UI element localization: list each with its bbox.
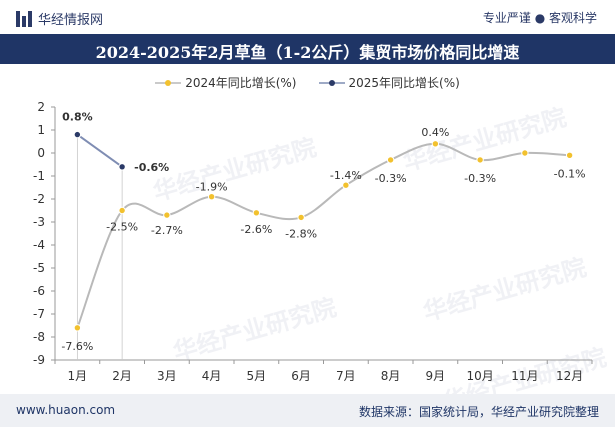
x-tick-label: 4月: [202, 369, 222, 383]
data-point-2024: [342, 181, 350, 189]
x-tick-label: 11月: [511, 369, 538, 383]
data-point-2024: [565, 151, 574, 160]
brand-name: 华经情报网: [38, 13, 104, 28]
data-label-2024: -2.8%: [285, 227, 317, 240]
data-label-2024: -1.9%: [196, 181, 228, 194]
data-point-2024: [207, 193, 216, 201]
legend-label-2024: 2024年同比增长(%): [185, 76, 297, 90]
legend-item-2024[interactable]: 2024年同比增长(%): [155, 74, 297, 91]
x-tick-label: 7月: [336, 369, 356, 383]
tagline: 专业严谨 ● 客观科学: [482, 11, 597, 25]
data-point-2024: [297, 213, 305, 222]
data-point-2025: [73, 130, 82, 139]
data-point-2025: [118, 163, 126, 171]
y-tick-label: -9: [33, 353, 45, 367]
y-tick-label: 2: [37, 100, 45, 114]
data-label-2024: -2.6%: [240, 223, 272, 236]
y-tick-label: -2: [33, 192, 45, 206]
data-point-2024: [386, 156, 395, 164]
x-tick-label: 1月: [68, 369, 88, 383]
chart-title: 2024-2025年2月草鱼（1-2公斤）集贸市场价格同比增速: [95, 43, 520, 62]
x-tick-label: 10月: [466, 369, 493, 383]
data-point-2024: [73, 324, 82, 332]
x-tick-label: 3月: [157, 369, 177, 383]
data-label-2025: -0.6%: [134, 161, 169, 174]
y-tick-label: -1: [33, 169, 45, 183]
y-tick-label: -6: [33, 284, 45, 298]
y-tick-label: -8: [33, 330, 45, 344]
data-point-2024: [431, 140, 440, 148]
x-tick-label: 12月: [556, 369, 583, 383]
series-line-2025: [76, 133, 123, 168]
y-tick-label: 1: [37, 123, 45, 137]
brand[interactable]: 华经情报网: [16, 9, 103, 28]
title-bar: 2024-2025年2月草鱼（1-2公斤）集贸市场价格同比增速: [0, 34, 615, 64]
x-tick-label: 9月: [426, 369, 446, 383]
y-tick-label: -4: [33, 238, 45, 252]
data-point-2024: [476, 156, 484, 164]
data-point-2024: [118, 206, 126, 215]
x-tick-label: 8月: [381, 369, 401, 383]
data-label-2024: -2.7%: [151, 224, 183, 237]
data-label-2024: -1.4%: [330, 169, 362, 182]
data-label-2024: -0.3%: [375, 172, 407, 185]
y-tick-label: -5: [33, 261, 45, 275]
footer-source: 数据来源：国家统计局，华经产业研究院整理: [358, 405, 599, 419]
legend-item-2025[interactable]: 2025年同比增长(%): [318, 74, 460, 91]
footer: www.huaon.com 数据来源：国家统计局，华经产业研究院整理: [0, 394, 615, 427]
y-tick-label: 0: [37, 146, 45, 160]
data-label-2024: -0.3%: [464, 172, 496, 185]
x-tick-label: 5月: [247, 369, 267, 383]
data-point-2024: [252, 209, 261, 217]
data-point-2024: [521, 149, 529, 157]
data-label-2024: -0.1%: [554, 167, 586, 180]
legend: 2024年同比增长(%) 2025年同比增长(%): [0, 74, 615, 91]
legend-label-2025: 2025年同比增长(%): [348, 76, 460, 90]
data-label-2024: -7.6%: [61, 340, 93, 353]
data-label-2024: 0.4%: [421, 126, 449, 139]
legend-marker-2024-icon: [155, 79, 182, 86]
legend-marker-2025-icon: [318, 79, 345, 86]
line-chart: 2 1 0 -1 -2 -3 -4 -5 -6 -7 -8 -9 1月 2月 3月 4月 5月 6月 7月 8月 9月 1…: [33, 100, 593, 383]
footer-url[interactable]: www.huaon.com: [16, 403, 116, 417]
x-tick-label: 6月: [291, 369, 311, 383]
top-bar: 华经情报网 专业严谨 ● 客观科学: [0, 0, 615, 34]
data-point-2024: [163, 211, 171, 219]
y-tick-label: -7: [33, 307, 45, 321]
data-label-2025: 0.8%: [62, 111, 93, 124]
brand-logo-icon: [16, 10, 32, 27]
x-tick-label: 2月: [112, 369, 132, 383]
data-label-2024: -2.5%: [106, 221, 138, 234]
y-tick-label: -3: [33, 215, 45, 229]
